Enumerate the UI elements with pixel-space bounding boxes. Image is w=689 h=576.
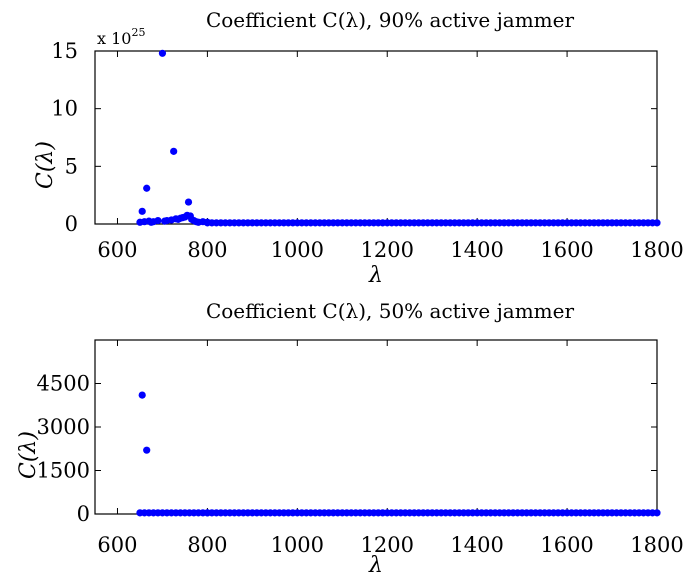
- data-point: [138, 391, 146, 399]
- y-tick-label: 1500: [37, 459, 90, 483]
- x-tick-label: 800: [187, 238, 227, 262]
- x-axis-label: λ: [368, 263, 383, 288]
- data-point: [653, 219, 661, 227]
- chart-panel-90-percent: Coefficient C(λ), 90% active jammer x 10…: [33, 8, 684, 288]
- data-point: [653, 509, 661, 517]
- axis-ticks: 600 800 1000 1200 1400 1600 1800 0 5 10 15: [51, 39, 683, 262]
- data-point: [143, 446, 151, 454]
- x-tick-label: 600: [97, 533, 137, 557]
- x-tick-label: 1200: [361, 533, 414, 557]
- x-tick-label: 1000: [271, 533, 324, 557]
- x-tick-label: 1800: [630, 533, 683, 557]
- chart-title: Coefficient C(λ), 50% active jammer: [206, 299, 575, 323]
- chart-title: Coefficient C(λ), 90% active jammer: [206, 8, 575, 32]
- y-axis-label: C(λ): [33, 141, 58, 189]
- y-tick-label: 0: [65, 212, 78, 236]
- data-point: [138, 207, 146, 215]
- y-multiplier: x 1025: [97, 26, 145, 48]
- y-tick-label: 4500: [37, 372, 90, 396]
- x-tick-label: 600: [97, 238, 137, 262]
- data-point: [184, 198, 193, 206]
- axis-ticks: 600 800 1000 1200 1400 1600 1800 0 1500 3000 4500: [37, 340, 684, 557]
- data-points: [136, 391, 661, 517]
- y-tick-label: 3000: [37, 415, 90, 439]
- plot-frame: [94, 50, 658, 225]
- x-tick-label: 1600: [540, 238, 593, 262]
- data-point: [154, 216, 162, 225]
- data-point: [170, 147, 178, 155]
- x-axis-label: λ: [368, 553, 383, 576]
- x-tick-label: 1000: [271, 238, 324, 262]
- x-tick-label: 1400: [450, 238, 503, 262]
- data-point: [143, 184, 151, 192]
- y-tick-label: 15: [51, 39, 78, 63]
- plot-frame: [94, 339, 658, 515]
- x-tick-label: 1800: [630, 238, 683, 262]
- y-tick-label: 0: [77, 502, 90, 526]
- x-tick-label: 800: [187, 533, 227, 557]
- x-tick-label: 1200: [361, 238, 414, 262]
- data-point: [158, 49, 167, 57]
- data-points: [136, 49, 661, 227]
- y-axis-label: C(λ): [16, 431, 41, 479]
- y-tick-label: 5: [65, 154, 78, 178]
- chart-panel-50-percent: Coefficient C(λ), 50% active jammer C(λ)…: [16, 299, 684, 576]
- x-tick-label: 1600: [540, 533, 593, 557]
- x-tick-label: 1400: [450, 533, 503, 557]
- y-tick-label: 10: [51, 97, 78, 121]
